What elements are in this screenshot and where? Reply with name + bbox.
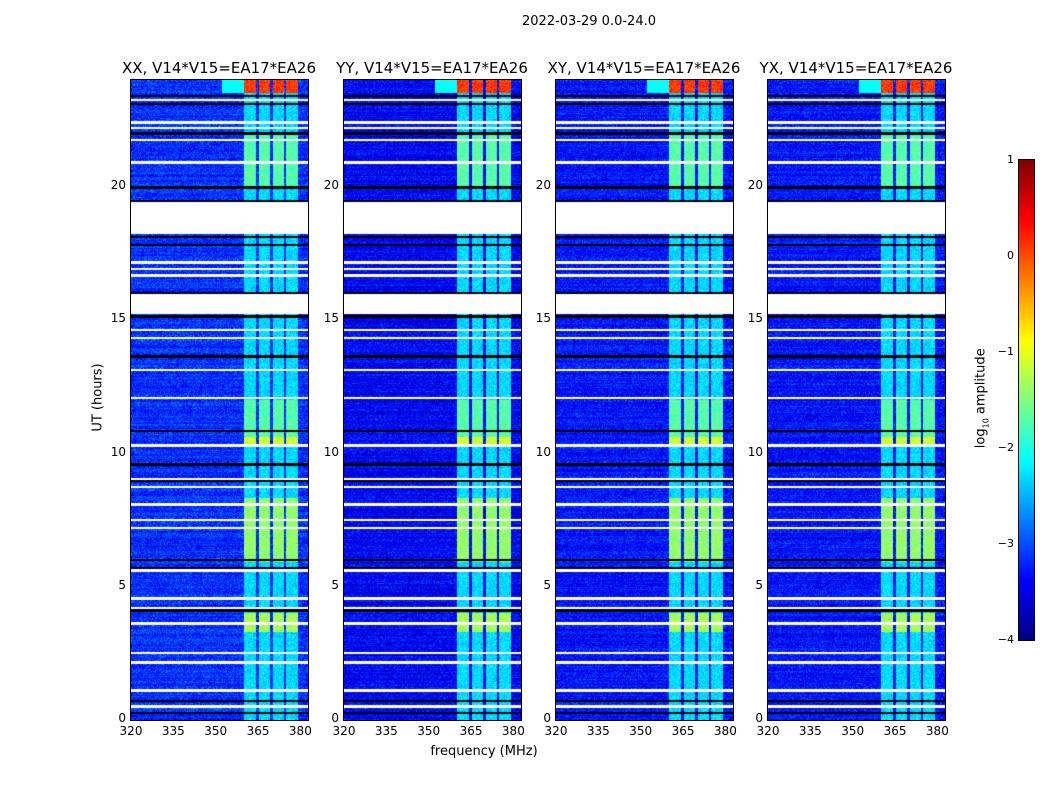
colorbar-tick-label: −1	[997, 345, 1014, 358]
waterfall-heatmap-xx	[130, 79, 309, 721]
colorbar-tick-label: −4	[997, 633, 1014, 646]
y-tick-label: 20	[747, 178, 763, 192]
x-tick-label: 335	[798, 724, 822, 738]
panel-title: YY, V14*V15=EA17*EA26	[336, 59, 528, 77]
x-tick-label: 320	[544, 724, 568, 738]
panel-title: XX, V14*V15=EA17*EA26	[121, 59, 316, 77]
x-tick-label: 320	[756, 724, 780, 738]
x-tick-label: 335	[586, 724, 610, 738]
y-tick-label: 20	[535, 178, 551, 192]
y-tick-label: 15	[110, 311, 126, 326]
colorbar	[1018, 159, 1035, 641]
colorbar-label-rest: amplitude	[973, 348, 989, 419]
y-tick-label: 0	[543, 711, 551, 725]
y-tick-label: 15	[535, 311, 551, 326]
x-tick-label: 320	[119, 724, 143, 738]
y-tick-label: 5	[331, 577, 339, 592]
x-tick-label: 365	[246, 724, 270, 738]
y-tick-label: 5	[543, 577, 551, 592]
x-tick-label: 380	[925, 724, 949, 738]
colorbar-tick-label: −2	[997, 441, 1014, 454]
y-tick-label: 5	[755, 577, 763, 592]
y-tick-label: 0	[755, 711, 763, 725]
colorbar-tick-label: 0	[1007, 249, 1014, 262]
y-tick-label: 10	[110, 444, 126, 459]
colorbar-tick-label: 1	[1007, 153, 1014, 166]
y-tick-label: 20	[323, 178, 339, 192]
colorbar-label-main: log	[973, 428, 989, 449]
x-tick-label: 350	[841, 724, 865, 738]
y-tick-label: 10	[323, 444, 339, 459]
y-axis-label: UT (hours)	[90, 363, 106, 432]
y-tick-label: 10	[535, 444, 551, 459]
x-tick-label: 365	[459, 724, 483, 738]
x-tick-label: 320	[332, 724, 356, 738]
colorbar-label-sub: 10	[981, 418, 991, 429]
figure-title: 2022-03-29 0.0-24.0	[522, 14, 656, 29]
x-tick-label: 365	[883, 724, 907, 738]
colorbar-tick-label: −3	[997, 537, 1014, 550]
x-tick-label: 380	[501, 724, 525, 738]
x-tick-label: 365	[671, 724, 695, 738]
x-tick-label: 350	[629, 724, 653, 738]
y-tick-label: 5	[118, 577, 126, 592]
x-tick-label: 350	[417, 724, 441, 738]
y-tick-label: 0	[331, 711, 339, 725]
x-tick-label: 335	[374, 724, 398, 738]
y-tick-label: 15	[747, 311, 763, 326]
colorbar-label: log10 amplitude	[974, 338, 991, 458]
y-tick-label: 20	[110, 178, 126, 192]
panel-title: XY, V14*V15=EA17*EA26	[547, 59, 741, 77]
waterfall-heatmap-yy	[343, 79, 522, 721]
y-tick-label: 0	[118, 711, 126, 725]
waterfall-heatmap-yx	[767, 79, 946, 721]
x-axis-label: frequency (MHz)	[430, 744, 538, 759]
y-tick-label: 10	[747, 444, 763, 459]
x-tick-label: 335	[161, 724, 185, 738]
x-tick-label: 380	[713, 724, 737, 738]
panel-title: YX, V14*V15=EA17*EA26	[759, 59, 953, 77]
waterfall-heatmap-xy	[555, 79, 734, 721]
x-tick-label: 380	[288, 724, 312, 738]
x-tick-label: 350	[204, 724, 228, 738]
y-tick-label: 15	[323, 311, 339, 326]
